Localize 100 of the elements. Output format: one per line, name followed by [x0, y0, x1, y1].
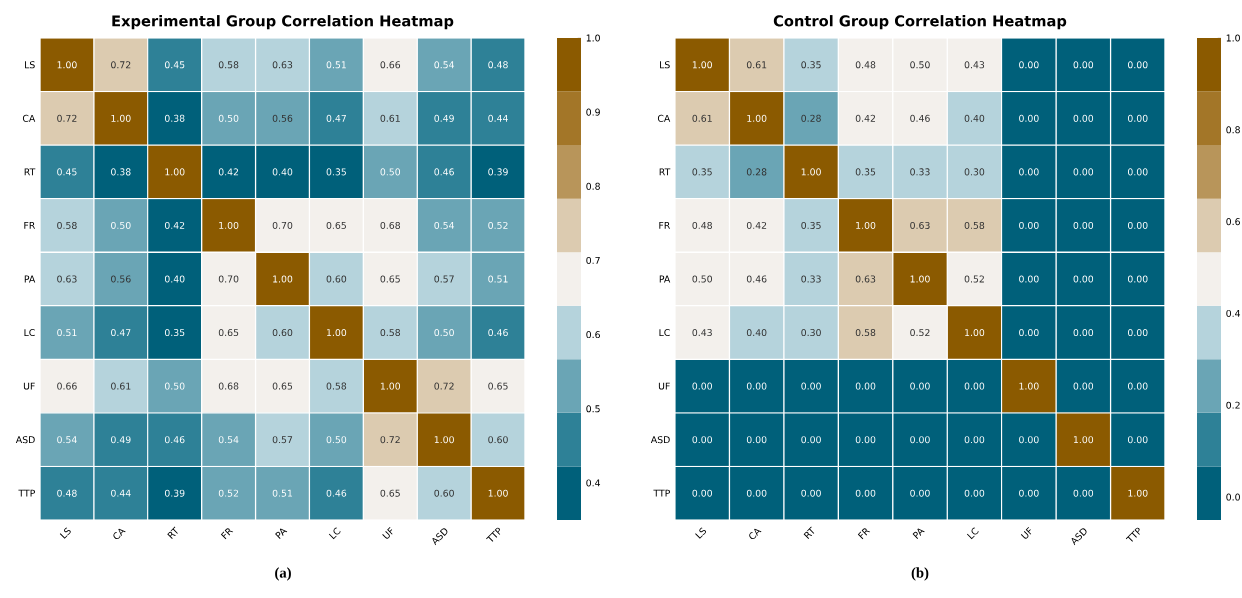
data-label: 0.00 — [746, 382, 767, 390]
data-label: 0.54 — [57, 436, 77, 444]
data-label: 0.65 — [272, 382, 293, 390]
data-label: 0.00 — [1073, 61, 1094, 69]
data-label: 1.00 — [111, 114, 131, 122]
data-label: 0.42 — [746, 221, 767, 229]
x-tick-label: LS — [695, 527, 707, 539]
color-bar-label: 0.0 — [1226, 493, 1240, 501]
data-label: 0.57 — [272, 436, 293, 444]
data-label: 1.00 — [488, 489, 508, 497]
data-label: 0.50 — [692, 275, 712, 283]
data-label: 0.54 — [434, 221, 455, 229]
data-label: 0.48 — [57, 489, 77, 497]
color-bar-label: 1.0 — [586, 34, 600, 42]
data-label: 0.65 — [488, 382, 508, 390]
data-label: 0.39 — [164, 489, 185, 497]
data-label: 0.50 — [434, 329, 454, 337]
y-tick-label: CA — [657, 114, 671, 122]
data-label: 0.58 — [57, 221, 77, 229]
data-label: 1.00 — [910, 275, 930, 283]
y-tick-label: PA — [659, 275, 671, 283]
x-tick-label: FR — [220, 528, 234, 540]
data-label: 0.00 — [1073, 114, 1094, 122]
data-label: 0.00 — [1019, 114, 1039, 122]
color-bar-label: 1.0 — [1226, 34, 1240, 42]
data-label: 1.00 — [965, 329, 985, 337]
color-bar-label: 0.9 — [586, 108, 600, 116]
x-tick-label: RT — [167, 526, 178, 539]
color-bar-label: 0.5 — [586, 405, 600, 413]
data-label: 0.52 — [488, 221, 508, 229]
y-tick-label: UF — [658, 382, 670, 390]
data-label: 0.72 — [434, 382, 454, 390]
data-label: 0.00 — [1127, 436, 1148, 444]
data-label: 0.35 — [692, 168, 712, 176]
data-label: 1.00 — [801, 168, 821, 176]
data-label: 0.35 — [801, 61, 821, 69]
data-label: 0.51 — [57, 329, 77, 337]
data-label: 0.47 — [326, 114, 346, 122]
text: (a) — [275, 567, 291, 581]
data-label: 0.72 — [111, 61, 131, 69]
data-label: 1.00 — [273, 275, 293, 283]
y-tick-label: TTP — [18, 489, 35, 497]
chart-title: Control Group Correlation Heatmap — [773, 15, 1067, 30]
y-tick-label: FR — [659, 222, 671, 229]
data-label: 0.51 — [272, 489, 293, 497]
data-label: 0.46 — [910, 114, 930, 122]
data-label: 1.00 — [1019, 382, 1039, 390]
data-label: 0.00 — [1073, 489, 1094, 497]
data-label: 0.44 — [111, 489, 131, 497]
data-label: 0.61 — [111, 382, 131, 390]
data-label: 0.48 — [488, 61, 508, 69]
data-label: 0.00 — [855, 489, 876, 497]
data-label: 0.28 — [746, 168, 767, 176]
data-label: 0.54 — [218, 436, 239, 444]
data-label: 0.00 — [964, 489, 985, 497]
data-label: 0.68 — [218, 382, 239, 390]
y-tick-label: LC — [24, 329, 35, 337]
data-label: 1.00 — [692, 61, 712, 69]
data-label: 0.00 — [692, 489, 712, 497]
data-label: 0.46 — [434, 168, 454, 176]
data-label: 0.51 — [326, 61, 346, 69]
data-label: 0.00 — [1127, 329, 1148, 337]
data-label: 0.70 — [272, 221, 293, 229]
data-label: 0.63 — [57, 275, 77, 283]
data-label: 0.58 — [855, 329, 876, 337]
data-label: 0.50 — [111, 221, 131, 229]
data-label: 0.57 — [434, 275, 454, 283]
data-label: 0.63 — [855, 275, 876, 283]
data-label: 1.00 — [434, 436, 454, 444]
data-label: 0.38 — [111, 168, 131, 176]
data-label: 0.00 — [1019, 436, 1039, 444]
x-tick-label: PA — [912, 528, 925, 539]
data-label: 0.65 — [326, 221, 346, 229]
data-label: 0.40 — [164, 275, 185, 283]
data-label: 0.00 — [1127, 114, 1148, 122]
data-label: 0.00 — [1073, 382, 1094, 390]
data-label: 0.00 — [692, 436, 712, 444]
y-tick-label: LS — [660, 61, 670, 69]
data-label: 0.00 — [1127, 382, 1148, 390]
data-label: 0.40 — [272, 168, 293, 176]
data-label: 0.50 — [380, 168, 401, 176]
data-label: 0.58 — [218, 61, 239, 69]
x-tick-label: PA — [275, 528, 288, 539]
text: (b) — [911, 567, 929, 581]
data-label: 0.00 — [692, 382, 712, 390]
data-label: 0.60 — [434, 489, 454, 497]
data-label: 0.00 — [746, 489, 767, 497]
data-label: 0.38 — [164, 114, 185, 122]
data-label: 0.63 — [910, 221, 930, 229]
data-label: 0.58 — [964, 221, 985, 229]
data-label: 0.56 — [272, 114, 293, 122]
data-label: 0.72 — [57, 114, 77, 122]
data-label: 0.45 — [57, 168, 77, 176]
data-label: 0.46 — [488, 329, 508, 337]
data-label: 0.49 — [434, 114, 454, 122]
data-label: 0.00 — [1073, 275, 1094, 283]
data-label: 1.00 — [219, 221, 239, 229]
data-label: 0.00 — [1019, 61, 1039, 69]
data-label: 0.00 — [1019, 489, 1039, 497]
data-label: 0.45 — [164, 61, 185, 69]
